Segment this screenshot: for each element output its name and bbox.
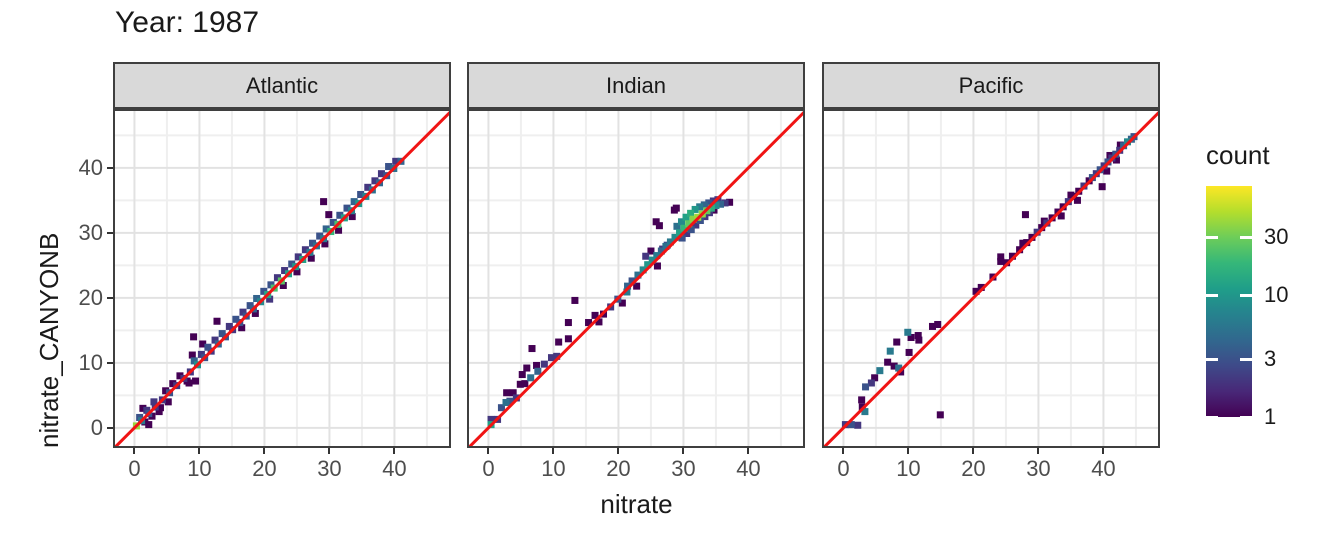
legend-tick-mark (1206, 416, 1218, 419)
panel-pacific (822, 109, 1160, 448)
legend-tick-mark (1240, 293, 1252, 297)
x-tick-mark (842, 448, 845, 454)
facet-strip-label: Atlantic (245, 72, 319, 98)
y-tick-mark (107, 361, 113, 364)
x-tick-label: 0 (482, 456, 495, 481)
y-tick-mark (107, 296, 113, 299)
legend-tick-label: 3 (1264, 345, 1277, 371)
y-tick-label: 30 (78, 219, 103, 245)
legend-title: count (1206, 140, 1270, 170)
legend: count 30 10 3 1 (1204, 140, 1340, 430)
y-tick-mark (107, 231, 113, 234)
facet-strip-indian: Indian (467, 62, 805, 109)
x-tick-mark (747, 448, 750, 454)
plot-title: Year: 1987 (115, 6, 260, 39)
y-tick-label: 20 (78, 284, 103, 310)
legend-tick-label: 1 (1264, 404, 1277, 429)
y-tick-label: 10 (78, 349, 103, 375)
x-tick-mark (1037, 448, 1040, 454)
x-tick-mark (1102, 448, 1105, 454)
y-tick-label: 0 (90, 414, 103, 440)
panel-indian (467, 109, 805, 448)
legend-colorbar (1206, 186, 1252, 417)
x-tick-label: 30 (671, 456, 696, 481)
panel-atlantic (113, 109, 451, 448)
x-tick-mark (617, 448, 620, 454)
x-tick-label: 10 (896, 456, 921, 481)
x-tick-mark (328, 448, 331, 454)
x-tick-label: 30 (1026, 456, 1051, 481)
x-tick-label: 40 (1091, 456, 1116, 481)
y-tick-mark (107, 426, 113, 429)
x-tick-label: 20 (252, 456, 277, 481)
x-tick-label: 30 (317, 456, 342, 481)
legend-tick-label: 10 (1264, 281, 1289, 307)
legend-tick-mark (1240, 416, 1252, 419)
y-tick-label: 40 (78, 154, 103, 180)
x-tick-mark (907, 448, 910, 454)
x-tick-mark (972, 448, 975, 454)
x-tick-label: 10 (541, 456, 566, 481)
x-tick-mark (682, 448, 685, 454)
legend-tick-mark (1206, 293, 1218, 297)
facet-strip-label: Indian (606, 72, 666, 98)
x-tick-label: 10 (187, 456, 212, 481)
x-axis-title: nitrate (600, 489, 673, 519)
x-tick-mark (198, 448, 201, 454)
legend-tick-mark (1206, 235, 1218, 239)
x-tick-label: 20 (606, 456, 631, 481)
legend-tick-mark (1240, 235, 1252, 239)
x-tick-label: 0 (128, 456, 141, 481)
legend-tick-mark (1206, 357, 1218, 361)
x-tick-label: 20 (961, 456, 986, 481)
x-tick-mark (133, 448, 136, 454)
legend-tick-label: 30 (1264, 223, 1289, 249)
x-tick-label: 40 (736, 456, 761, 481)
x-tick-mark (263, 448, 266, 454)
x-tick-mark (393, 448, 396, 454)
legend-tick-mark (1240, 357, 1252, 361)
facet-strip-pacific: Pacific (822, 62, 1160, 109)
facet-strip-atlantic: Atlantic (113, 62, 451, 109)
facet-strip-label: Pacific (958, 72, 1024, 98)
x-tick-label: 0 (837, 456, 850, 481)
x-tick-label: 40 (382, 456, 407, 481)
x-tick-mark (552, 448, 555, 454)
y-tick-mark (107, 166, 113, 169)
x-tick-mark (487, 448, 490, 454)
